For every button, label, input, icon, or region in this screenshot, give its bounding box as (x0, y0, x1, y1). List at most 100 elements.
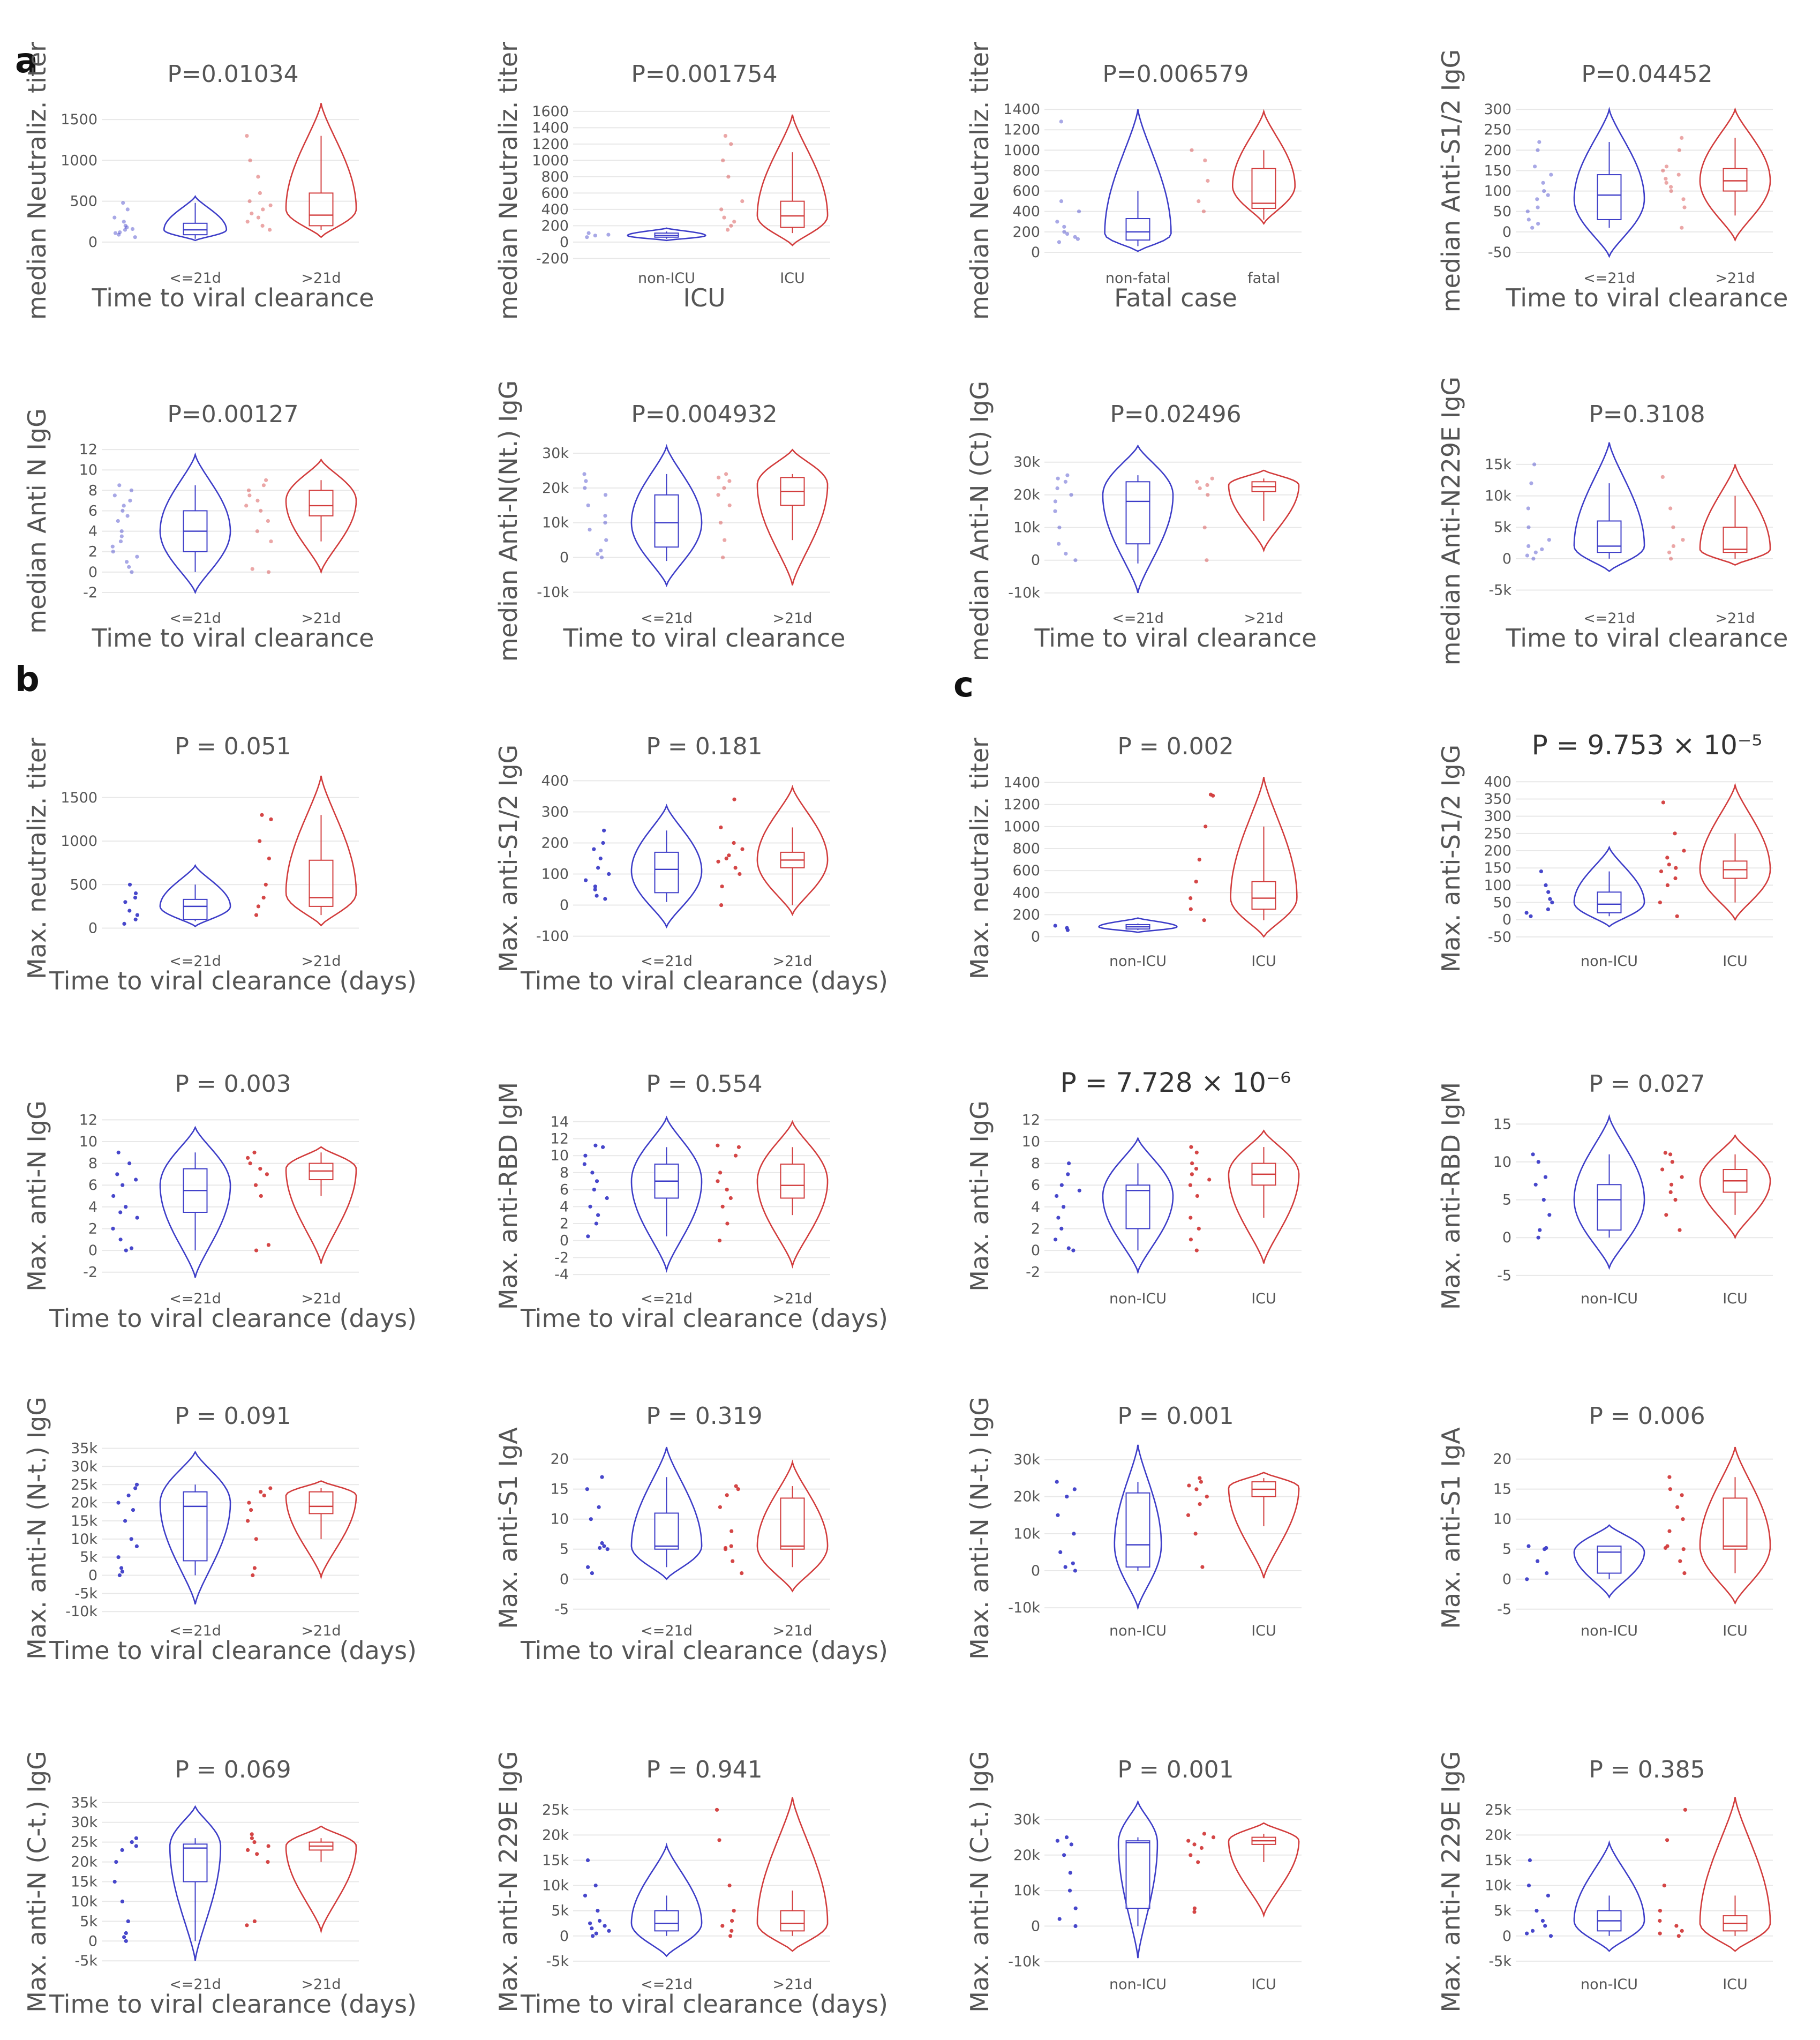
data-point (727, 479, 732, 483)
data-point (588, 1204, 592, 1209)
data-point (1546, 907, 1550, 911)
data-point (1208, 792, 1213, 797)
data-point (133, 896, 138, 900)
chart-c2: P = 9.753 × 10⁻⁵ -50050100150200250300350… (1437, 730, 1773, 972)
data-point (1682, 205, 1687, 209)
data-point (1071, 1561, 1075, 1565)
y-tick-label: 300 (541, 804, 569, 820)
data-point (134, 1844, 138, 1848)
data-point (1206, 178, 1210, 183)
chart-title: P = 0.069 (175, 1756, 291, 1783)
box (1597, 174, 1622, 220)
x-category-label: non-ICU (1581, 1623, 1638, 1639)
data-point (113, 231, 118, 235)
y-tick-label: 400 (541, 201, 569, 218)
data-point (1055, 486, 1059, 491)
data-point (268, 228, 272, 232)
data-point (1067, 1888, 1072, 1893)
data-point (127, 909, 132, 913)
data-point (733, 866, 738, 870)
chart-title: P = 0.385 (1589, 1756, 1705, 1783)
data-point (595, 894, 599, 898)
data-point (256, 175, 260, 179)
chart-title: P = 0.091 (175, 1402, 291, 1430)
data-point (583, 1153, 588, 1158)
data-point (582, 472, 586, 476)
data-point (1664, 164, 1669, 169)
y-tick-label: -5k (1488, 1953, 1511, 1970)
data-point (269, 817, 273, 821)
data-point (252, 1919, 257, 1923)
box (780, 1164, 805, 1199)
violin-0 (630, 804, 703, 929)
x-category-label: >21d (301, 1291, 341, 1307)
y-tick-label: -5 (1497, 1268, 1511, 1284)
y-tick-label: -50 (1488, 244, 1511, 261)
chart-title: P = 0.941 (646, 1756, 762, 1783)
box (1723, 527, 1748, 553)
data-point (1541, 1198, 1546, 1202)
violin-0 (1573, 1524, 1645, 1599)
data-point (135, 554, 139, 559)
violin-1 (756, 1797, 829, 1952)
x-category-label: >21d (1244, 610, 1283, 627)
violin-0 (169, 1805, 222, 1961)
data-point (594, 1931, 598, 1936)
y-axis-label: median Neutraliz. titer (965, 42, 994, 320)
data-point (605, 1547, 610, 1551)
data-point (1680, 1929, 1684, 1933)
data-point (1526, 544, 1531, 549)
data-point (127, 882, 132, 887)
data-point (1069, 1842, 1073, 1847)
data-point (1541, 181, 1545, 185)
data-point (729, 223, 733, 228)
y-tick-label: -5 (1497, 1601, 1511, 1618)
data-point (1194, 1167, 1199, 1171)
data-point (124, 1931, 128, 1936)
data-point (720, 1924, 725, 1928)
y-tick-label: 20 (1493, 1451, 1511, 1468)
data-point (125, 207, 130, 212)
y-tick-label: 200 (1012, 224, 1040, 241)
data-point (600, 1475, 604, 1479)
y-tick-label: 1200 (532, 136, 569, 153)
data-point (245, 1923, 249, 1928)
y-axis-label: Max. neutraliz. titer (22, 738, 51, 979)
y-tick-label: -5 (554, 1601, 569, 1618)
y-tick-label: 6 (88, 502, 97, 519)
data-point (1187, 1483, 1191, 1488)
y-tick-label: 10k (1485, 488, 1511, 505)
data-point (1059, 119, 1063, 124)
y-axis-label: Max. anti-N (C-t.) IgG (22, 1751, 51, 2012)
box (1125, 1184, 1150, 1229)
y-tick-label: 1400 (1003, 101, 1040, 118)
data-point (588, 528, 592, 532)
y-axis-label: Max. anti-RBD IgM (1437, 1082, 1465, 1310)
data-point (1065, 1495, 1069, 1499)
x-category-label: non-ICU (1581, 953, 1638, 970)
chart-title: P=0.04452 (1581, 61, 1712, 88)
x-category-label: non-ICU (1581, 1291, 1638, 1307)
x-axis-label: Time to viral clearance (days) (520, 966, 888, 995)
data-point (1658, 1931, 1662, 1936)
data-point (720, 884, 724, 889)
data-point (1547, 1213, 1552, 1217)
data-point (605, 1196, 609, 1201)
data-point (733, 1153, 738, 1158)
x-category-label: <=21d (641, 610, 693, 627)
chart-title: P = 0.319 (646, 1402, 762, 1430)
x-category-label: <=21d (169, 610, 221, 627)
data-point (740, 1571, 744, 1576)
data-point (720, 1204, 725, 1209)
x-category-label: <=21d (641, 1623, 693, 1639)
y-axis-label: median Neutraliz. titer (22, 42, 51, 320)
data-point (117, 232, 121, 237)
y-tick-label: -10k (1008, 1600, 1040, 1616)
data-point (583, 1893, 588, 1898)
y-tick-label: 2 (88, 544, 97, 560)
y-tick-label: 2 (1031, 1220, 1040, 1237)
y-tick-label: 5 (560, 1541, 569, 1558)
data-point (1073, 558, 1078, 562)
data-point (118, 1238, 123, 1242)
y-tick-label: 1200 (1003, 797, 1040, 813)
